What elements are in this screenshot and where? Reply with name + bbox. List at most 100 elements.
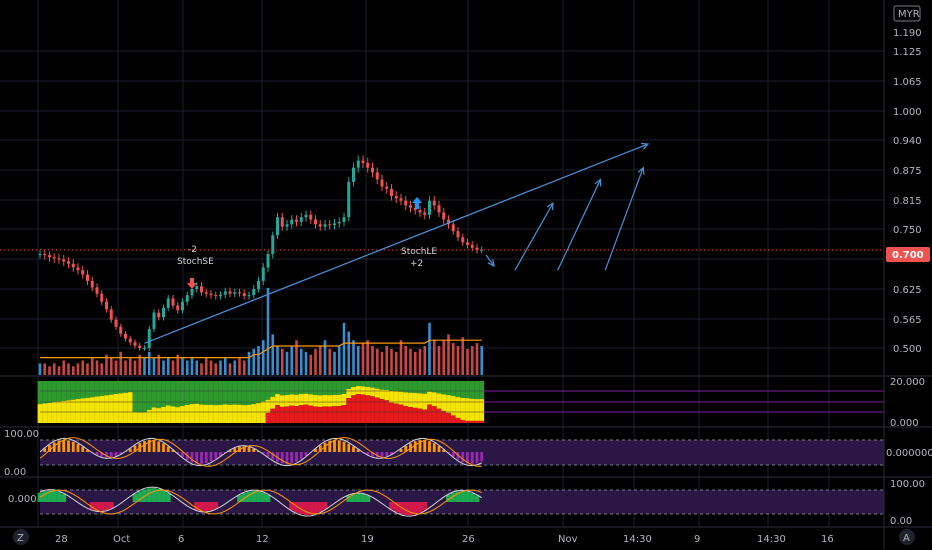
pane2-histogram-bar (109, 452, 113, 458)
pane3-fill-bar (208, 502, 214, 511)
pane2-histogram-bar (128, 448, 132, 452)
indicator-pane-3[interactable] (37, 486, 884, 517)
pane1-green-bar (194, 381, 200, 404)
candle-body (385, 186, 389, 189)
candle-body (347, 181, 351, 218)
last-price-label: 0.700 (892, 250, 924, 261)
pane1-red-bar (322, 406, 328, 423)
pane3-fill-bar (137, 491, 143, 502)
pane1-green-bar (237, 381, 242, 405)
time-axis[interactable]: 28 Oct 6 12 19 26 Nov 14:30 9 14:30 16 (55, 534, 834, 545)
pane2-histogram-bar (333, 440, 336, 452)
pane2-histogram-bar (451, 452, 455, 457)
candle-body (423, 212, 427, 215)
volume-bar (347, 331, 351, 375)
pane1-green-bar (389, 381, 394, 391)
pane1-yellow-bar (474, 399, 480, 421)
candle-body (432, 200, 436, 206)
pane2-histogram-bar (328, 440, 332, 452)
pane3-fill-bar (246, 491, 252, 502)
pane1-green-bar (422, 381, 428, 394)
pane1-yellow-bar (47, 402, 52, 423)
pane1-green-bar (393, 381, 399, 392)
pane1-green-bar (341, 381, 347, 395)
pane3-fill-bar (417, 502, 423, 513)
pane1-green-bar (70, 381, 76, 400)
pane1-green-bar (99, 381, 105, 396)
candle-body (171, 298, 175, 306)
pane1-red-bar (379, 399, 385, 423)
pane1-yellow-bar (70, 399, 76, 423)
pane1-green-bar (455, 381, 461, 398)
volume-bar (38, 363, 42, 375)
pane1-yellow-bar (265, 399, 271, 413)
candle-body (352, 167, 355, 182)
candle-body (318, 224, 322, 227)
candle-body (380, 179, 384, 187)
pane1-red-bar (450, 415, 456, 423)
pane1-green-bar (279, 381, 285, 396)
pane3-fill-bar (346, 495, 352, 502)
pane2-histogram-bar (404, 445, 408, 452)
pane3-fill-bar (460, 491, 466, 502)
candle-body (290, 219, 294, 225)
pane1-red-bar (294, 405, 299, 423)
pane3-fill-bar (351, 494, 356, 502)
pane1-yellow-bar (213, 405, 219, 423)
candle-body (470, 244, 474, 248)
pane2-histogram-bar (252, 448, 256, 452)
pane1-green-bar (199, 381, 204, 405)
candle-body (133, 342, 137, 346)
indicator-pane-1[interactable] (37, 381, 884, 423)
pane3-fill-bar (47, 490, 52, 502)
pane1-yellow-bar (355, 385, 361, 394)
price-series[interactable] (38, 155, 484, 351)
pane1-green-bar (346, 381, 352, 389)
candle-body (147, 329, 151, 348)
pane1-yellow-bar (379, 389, 385, 400)
auto-scale-button[interactable] (899, 529, 915, 545)
pane3-fill-bar (165, 493, 171, 502)
user-drawings[interactable] (144, 142, 650, 344)
pane2-axis-tick: 100.00 (4, 429, 39, 440)
timezone-button[interactable] (13, 529, 29, 545)
pane1-yellow-bar (237, 404, 242, 423)
pane2-histogram-bar (71, 441, 75, 452)
candle-body (190, 289, 194, 296)
pane1-yellow-bar (393, 391, 399, 404)
time-tick: 28 (55, 534, 68, 545)
volume-bar (100, 363, 104, 375)
pane1-green-bar (427, 381, 432, 392)
pane1-yellow-bar (360, 386, 366, 395)
pane1-red-bar (374, 397, 380, 423)
pane1-green-bar (218, 381, 223, 405)
candle-body (261, 267, 265, 281)
currency-badge[interactable] (893, 5, 921, 22)
volume-bar (76, 363, 80, 375)
pane2-histogram-bar (356, 449, 360, 452)
pane2-histogram-bar (67, 440, 70, 452)
indicator-pane-2[interactable] (39, 437, 884, 467)
pane1-green-bar (336, 381, 342, 395)
pane3-fill-bar (313, 502, 318, 514)
pane3-fill-bar (61, 493, 67, 502)
pane1-yellow-bar (241, 405, 247, 423)
price-axis[interactable]: 1.190 1.125 1.065 1.000 0.940 0.875 0.81… (893, 28, 922, 355)
volume-bar (157, 354, 161, 375)
volume-bar (456, 346, 460, 375)
pane2-histogram-bar (162, 443, 165, 452)
candle-body (257, 280, 260, 289)
pane1-red-bar (279, 406, 285, 423)
pane1-yellow-bar (422, 393, 428, 410)
pane1-red-bar (289, 405, 295, 423)
volume-bar (328, 348, 332, 375)
volume-bar (366, 340, 370, 375)
candle-body (337, 221, 341, 224)
price-tick: 0.815 (893, 196, 922, 207)
candle-body (71, 263, 75, 268)
candle-body (62, 259, 66, 262)
pane1-yellow-bar (118, 393, 124, 423)
volume-bar (81, 360, 85, 375)
pane3-fill-bar (42, 491, 48, 502)
